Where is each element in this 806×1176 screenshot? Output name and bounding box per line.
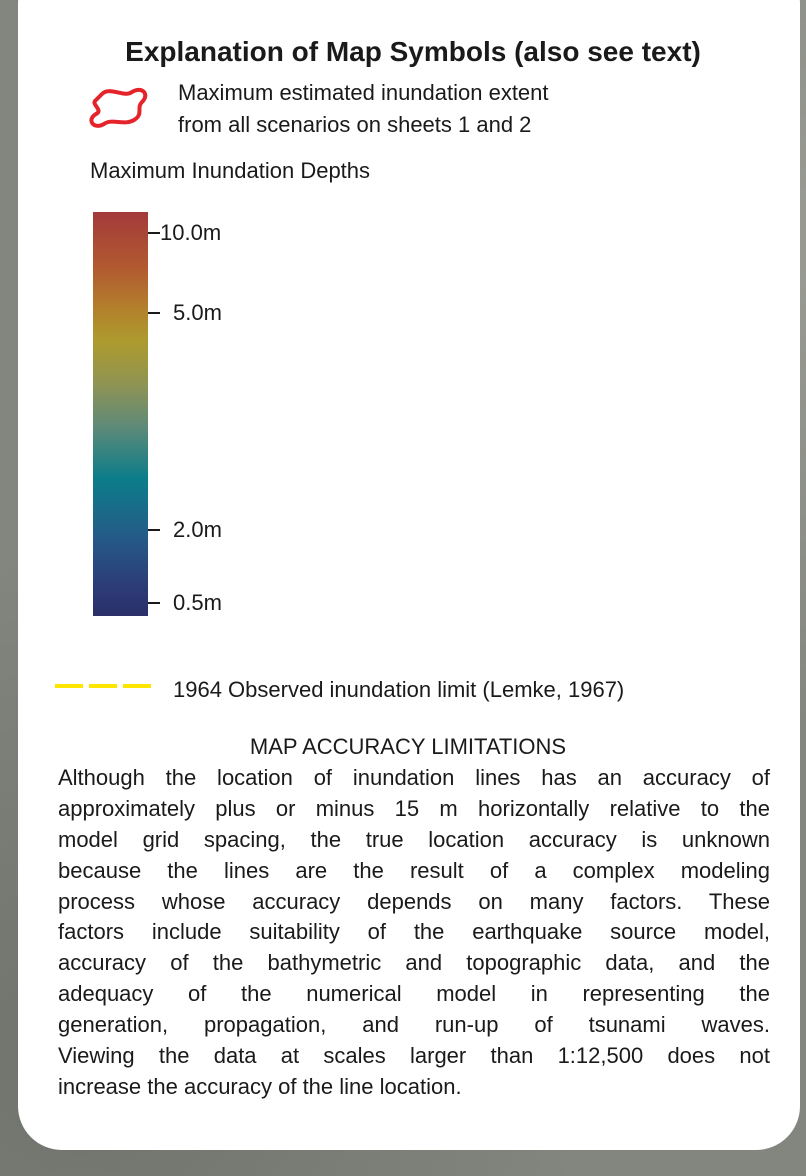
accuracy-line: process whose accuracy depends on many f… <box>58 888 770 914</box>
accuracy-line: factors include suitability of the earth… <box>58 919 770 945</box>
depth-title: Maximum Inundation Depths <box>90 158 371 183</box>
legend-title: Explanation of Map Symbols (also see tex… <box>125 36 701 67</box>
extent-icon <box>89 87 148 128</box>
tick <box>148 312 160 314</box>
accuracy-text: Although the location of inundation line… <box>58 763 770 1103</box>
observed-line-symbol <box>55 684 152 688</box>
depth-tick-label: 2.0m <box>173 517 222 542</box>
observed-label: 1964 Observed inundation limit (Lemke, 1… <box>173 677 625 702</box>
extent-label: Maximum estimated inundation extent <box>178 80 549 105</box>
accuracy-line: approximately plus or minus 15 m horizon… <box>58 795 770 821</box>
accuracy-line: adequacy of the numerical model in repre… <box>58 981 770 1007</box>
accuracy-line: model grid spacing, the true location ac… <box>58 826 770 852</box>
extent-label: from all scenarios on sheets 1 and 2 <box>178 112 532 137</box>
color-bar <box>93 212 148 616</box>
tick <box>148 602 160 604</box>
accuracy-line: accuracy of the bathymetric and topograp… <box>58 950 770 976</box>
tick <box>148 232 160 234</box>
accuracy-line: increase the accuracy of the line locati… <box>58 1073 462 1099</box>
accuracy-line: Although the location of inundation line… <box>58 765 770 790</box>
accuracy-line: Viewing the data at scales larger than 1… <box>58 1043 770 1069</box>
accuracy-line: because the lines are the result of a co… <box>58 857 770 883</box>
depth-tick-label: 5.0m <box>173 300 222 325</box>
tick <box>148 529 160 531</box>
legend-panel <box>18 0 800 1150</box>
depth-tick-label: 10.0m <box>160 220 222 245</box>
depth-tick-label: 0.5m <box>173 590 222 615</box>
accuracy-heading: MAP ACCURACY LIMITATIONS <box>249 734 567 759</box>
accuracy-line: generation, propagation, and run-up of t… <box>58 1012 770 1038</box>
